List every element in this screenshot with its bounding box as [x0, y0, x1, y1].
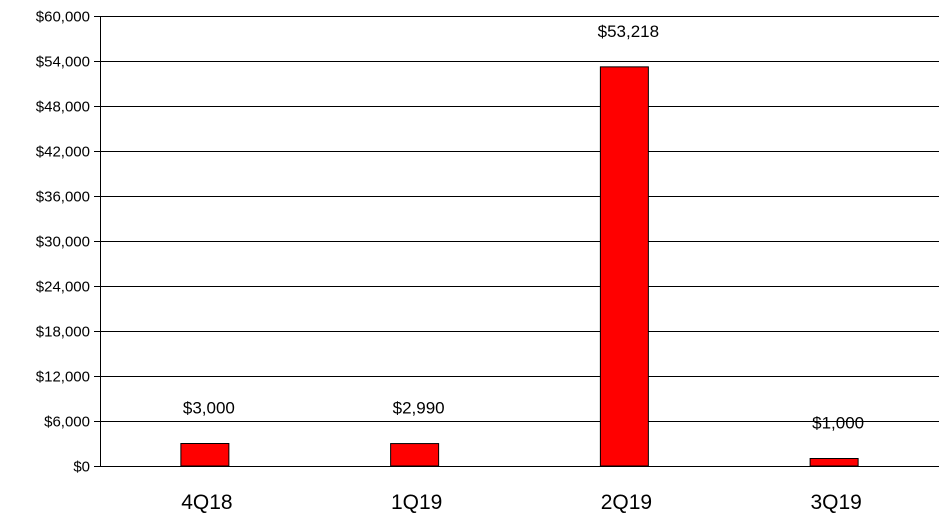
y-tick-label: $42,000: [36, 144, 90, 161]
y-tick-label: $54,000: [36, 54, 90, 71]
y-tick-label: $18,000: [36, 324, 90, 341]
data-label-2q19: $53,218: [598, 22, 659, 41]
y-tick-label: $6,000: [44, 414, 90, 431]
bar-3q19: [809, 458, 859, 467]
y-tick-label: $30,000: [36, 234, 90, 251]
y-tick-label: $36,000: [36, 189, 90, 206]
y-tick-label: $48,000: [36, 99, 90, 116]
x-tick-label-4q18: 4Q18: [181, 491, 232, 514]
x-tick-label-1q19: 1Q19: [391, 491, 442, 514]
gridlines: [100, 16, 939, 422]
axes: [94, 16, 939, 467]
bar-4q18: [180, 443, 230, 467]
bars: [180, 66, 859, 467]
bar-2q19: [599, 66, 649, 467]
data-label-1q19: $2,990: [393, 399, 445, 418]
data-label-3q19: $1,000: [812, 414, 864, 433]
x-tick-label-3q19: 3Q19: [810, 491, 861, 514]
x-tick-label-2q19: 2Q19: [601, 491, 652, 514]
y-tick-label: $0: [73, 459, 90, 476]
data-label-4q18: $3,000: [183, 399, 235, 418]
y-tick-label: $60,000: [36, 9, 90, 26]
bar-1q19: [390, 443, 440, 467]
y-tick-label: $12,000: [36, 369, 90, 386]
labels: $0 $6,000 $12,000 $18,000 $24,000 $30,000 $36,…: [36, 9, 864, 515]
y-tick-label: $24,000: [36, 279, 90, 296]
